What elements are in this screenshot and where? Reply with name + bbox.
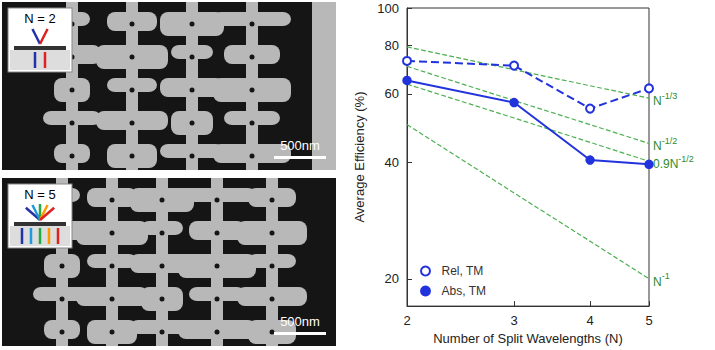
svg-text:Number of Split Wavelengths (N: Number of Split Wavelengths (N) (433, 331, 623, 346)
svg-text:-1/2: -1/2 (678, 154, 694, 164)
svg-text:500nm: 500nm (280, 314, 320, 329)
svg-text:N: N (653, 139, 662, 153)
svg-text:80: 80 (385, 38, 399, 53)
svg-text:4: 4 (586, 313, 593, 328)
svg-text:N: N (653, 94, 662, 108)
svg-text:500nm: 500nm (280, 138, 320, 153)
svg-text:Average Efficiency (%): Average Efficiency (%) (352, 92, 367, 223)
svg-text:3: 3 (510, 313, 517, 328)
svg-text:20: 20 (385, 271, 399, 286)
svg-text:N = 2: N = 2 (24, 11, 55, 26)
svg-text:-1/3: -1/3 (662, 91, 678, 101)
svg-text:100: 100 (377, 1, 399, 16)
svg-text:5: 5 (645, 313, 652, 328)
svg-text:Abs, TM: Abs, TM (442, 284, 486, 298)
svg-text:-1: -1 (662, 271, 670, 281)
svg-text:60: 60 (385, 86, 399, 101)
svg-text:2: 2 (403, 313, 410, 328)
svg-text:40: 40 (385, 155, 399, 170)
svg-text:-1/2: -1/2 (662, 136, 678, 146)
svg-text:N: N (653, 275, 662, 289)
svg-text:N = 5: N = 5 (24, 187, 55, 202)
svg-text:Rel, TM: Rel, TM (442, 264, 484, 278)
svg-text:0.9N: 0.9N (653, 157, 678, 171)
